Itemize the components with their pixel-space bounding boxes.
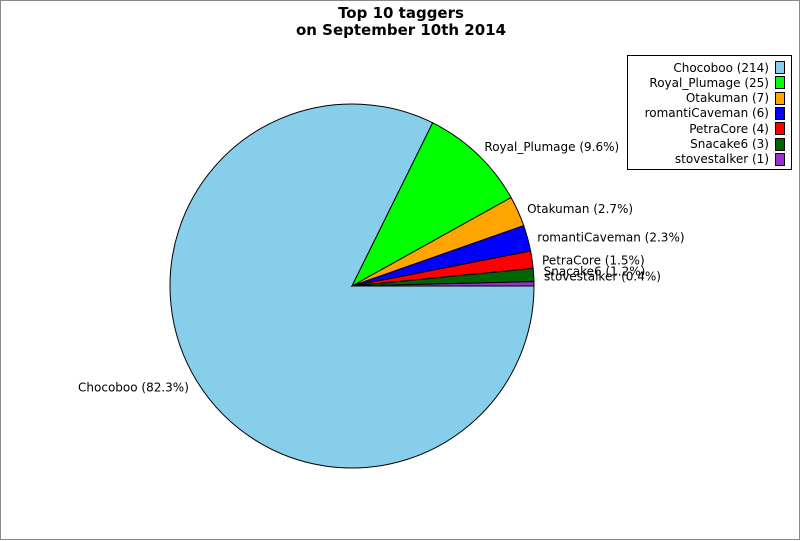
legend-label: Royal_Plumage (25) [649,75,769,90]
legend-label: stovestalker (1) [674,152,769,167]
slice-label-royal_plumage: Royal_Plumage (9.6%) [484,140,619,154]
chart-legend: Chocoboo (214) Royal_Plumage (25) Otakuman… [627,55,792,170]
slice-label-stovestalker: stovestalker (0.4%) [544,270,661,284]
slice-label-otakuman: Otakuman (2.7%) [527,202,633,216]
legend-item-snacake6: Snacake6 (3) [690,137,785,152]
legend-swatch [775,137,785,151]
slice-label-chocoboo: Chocoboo (82.3%) [78,380,189,394]
legend-label: PetraCore (4) [689,121,769,136]
legend-label: Snacake6 (3) [690,137,769,151]
legend-swatch [775,122,785,136]
pie-slice-stovestalker [351,281,535,287]
legend-item-stovestalker: stovestalker (1) [675,152,785,167]
legend-swatch [775,61,785,74]
chart-title-line-2: on September 10th 2014 [295,21,507,39]
legend-swatch [775,152,785,166]
legend-label: Chocoboo (214) [673,60,769,75]
legend-item-otakuman: Otakuman (7) [686,91,785,106]
legend-swatch [775,76,785,90]
legend-item-petracore: PetraCore (4) [689,121,785,136]
pie-slice-royal_plumage [350,122,512,288]
legend-item-chocoboo: Chocoboo (214) [673,60,785,75]
legend-item-royal_plumage: Royal_Plumage (25) [649,75,785,90]
slice-label-petracore: PetraCore (1.5%) [542,253,645,267]
chart-title-line-1: Top 10 taggers [338,4,464,22]
legend-item-romanticaveman: romantiCaveman (6) [645,106,785,121]
slice-label-snacake6: Snacake6 (1.2%) [544,264,646,278]
legend-swatch [775,91,785,105]
legend-label: Otakuman (7) [685,91,769,106]
chart-title: Top 10 taggers on September 10th 2014 [1,5,800,39]
slice-label-romanticaveman: romantiCaveman (2.3%) [537,231,684,245]
legend-label: romantiCaveman (6) [644,106,769,121]
legend-swatch [775,106,785,120]
